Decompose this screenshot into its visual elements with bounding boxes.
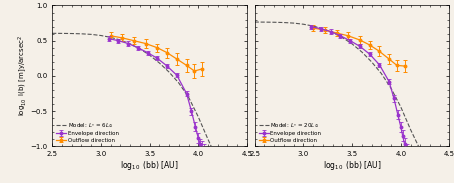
Model: $L_* = 20L_\odot$: (3.5, 0.455): $L_* = 20L_\odot$: (3.5, 0.455) <box>350 43 355 45</box>
Legend: Model: $L_* = 20L_\odot$, Envelope direction, Outflow direction: Model: $L_* = 20L_\odot$, Envelope direc… <box>257 119 323 144</box>
Model: $L_* = 20L_\odot$: (3.4, 0.545): $L_* = 20L_\odot$: (3.4, 0.545) <box>340 36 345 39</box>
Model: $L_* = 6L_\odot$: (3.2, 0.51): $L_* = 6L_\odot$: (3.2, 0.51) <box>118 39 123 41</box>
Model: $L_* = 6L_\odot$: (2.5, 0.605): $L_* = 6L_\odot$: (2.5, 0.605) <box>49 32 55 34</box>
Line: Model: $L_* = 6L_\odot$: Model: $L_* = 6L_\odot$ <box>52 33 218 160</box>
Model: $L_* = 6L_\odot$: (4.1, -0.9): $L_* = 6L_\odot$: (4.1, -0.9) <box>205 138 211 141</box>
Model: $L_* = 6L_\odot$: (2.9, 0.59): $L_* = 6L_\odot$: (2.9, 0.59) <box>89 33 94 36</box>
Model: $L_* = 6L_\odot$: (3.4, 0.385): $L_* = 6L_\odot$: (3.4, 0.385) <box>137 48 143 50</box>
Model: $L_* = 6L_\odot$: (2.7, 0.602): $L_* = 6L_\odot$: (2.7, 0.602) <box>69 32 74 35</box>
Model: $L_* = 20L_\odot$: (3.3, 0.615): $L_* = 20L_\odot$: (3.3, 0.615) <box>330 31 336 34</box>
Model: $L_* = 20L_\odot$: (2.6, 0.764): $L_* = 20L_\odot$: (2.6, 0.764) <box>262 21 267 23</box>
Model: $L_* = 6L_\odot$: (4.2, -1.2): $L_* = 6L_\odot$: (4.2, -1.2) <box>215 159 221 162</box>
Legend: Model: $L_* = 6L_\odot$, Envelope direction, Outflow direction: Model: $L_* = 6L_\odot$, Envelope direct… <box>54 119 120 144</box>
Model: $L_* = 20L_\odot$: (3.2, 0.67): $L_* = 20L_\odot$: (3.2, 0.67) <box>320 28 326 30</box>
Model: $L_* = 20L_\odot$: (2.7, 0.762): $L_* = 20L_\odot$: (2.7, 0.762) <box>271 21 277 23</box>
Model: $L_* = 20L_\odot$: (3.1, 0.708): $L_* = 20L_\odot$: (3.1, 0.708) <box>311 25 316 27</box>
Model: $L_* = 20L_\odot$: (3.7, 0.2): $L_* = 20L_\odot$: (3.7, 0.2) <box>369 61 374 63</box>
Model: $L_* = 20L_\odot$: (2.5, 0.765): $L_* = 20L_\odot$: (2.5, 0.765) <box>252 21 257 23</box>
Model: $L_* = 6L_\odot$: (4, -0.58): $L_* = 6L_\odot$: (4, -0.58) <box>196 116 201 118</box>
Model: $L_* = 6L_\odot$: (3.7, 0.055): $L_* = 6L_\odot$: (3.7, 0.055) <box>166 71 172 73</box>
Model: $L_* = 20L_\odot$: (4.1, -0.76): $L_* = 20L_\odot$: (4.1, -0.76) <box>408 128 413 131</box>
Model: $L_* = 20L_\odot$: (3.6, 0.34): $L_* = 20L_\odot$: (3.6, 0.34) <box>359 51 365 53</box>
Model: $L_* = 6L_\odot$: (3, 0.574): $L_* = 6L_\odot$: (3, 0.574) <box>98 34 104 37</box>
Model: $L_* = 20L_\odot$: (3.8, 0.035): $L_* = 20L_\odot$: (3.8, 0.035) <box>379 72 384 75</box>
Model: $L_* = 6L_\odot$: (3.1, 0.548): $L_* = 6L_\odot$: (3.1, 0.548) <box>108 36 114 38</box>
Model: $L_* = 20L_\odot$: (4.2, -1.05): $L_* = 20L_\odot$: (4.2, -1.05) <box>418 149 423 151</box>
Model: $L_* = 20L_\odot$: (3, 0.734): $L_* = 20L_\odot$: (3, 0.734) <box>301 23 306 25</box>
X-axis label: $\log_{10}$ (bb) [AU]: $\log_{10}$ (bb) [AU] <box>323 159 381 172</box>
Model: $L_* = 6L_\odot$: (3.6, 0.185): $L_* = 6L_\odot$: (3.6, 0.185) <box>157 62 162 64</box>
Model: $L_* = 20L_\odot$: (3.9, -0.175): $L_* = 20L_\odot$: (3.9, -0.175) <box>388 87 394 89</box>
Model: $L_* = 6L_\odot$: (2.8, 0.598): $L_* = 6L_\odot$: (2.8, 0.598) <box>79 33 84 35</box>
Model: $L_* = 20L_\odot$: (4, -0.44): $L_* = 20L_\odot$: (4, -0.44) <box>398 106 404 108</box>
Model: $L_* = 6L_\odot$: (3.8, -0.1): $L_* = 6L_\odot$: (3.8, -0.1) <box>176 82 182 84</box>
Y-axis label: $\log_{10}$ I(b) [m]y/arcsec$^2$: $\log_{10}$ I(b) [m]y/arcsec$^2$ <box>16 36 29 116</box>
Line: Model: $L_* = 20L_\odot$: Model: $L_* = 20L_\odot$ <box>255 22 420 150</box>
Model: $L_* = 20L_\odot$: (2.9, 0.75): $L_* = 20L_\odot$: (2.9, 0.75) <box>291 22 296 24</box>
Model: $L_* = 20L_\odot$: (2.8, 0.758): $L_* = 20L_\odot$: (2.8, 0.758) <box>281 21 286 24</box>
Model: $L_* = 6L_\odot$: (3.9, -0.3): $L_* = 6L_\odot$: (3.9, -0.3) <box>186 96 191 98</box>
Model: $L_* = 6L_\odot$: (3.3, 0.455): $L_* = 6L_\odot$: (3.3, 0.455) <box>128 43 133 45</box>
X-axis label: $\log_{10}$ (bb) [AU]: $\log_{10}$ (bb) [AU] <box>120 159 179 172</box>
Model: $L_* = 6L_\odot$: (2.6, 0.604): $L_* = 6L_\odot$: (2.6, 0.604) <box>59 32 64 34</box>
Model: $L_* = 6L_\odot$: (3.5, 0.295): $L_* = 6L_\odot$: (3.5, 0.295) <box>147 54 152 56</box>
